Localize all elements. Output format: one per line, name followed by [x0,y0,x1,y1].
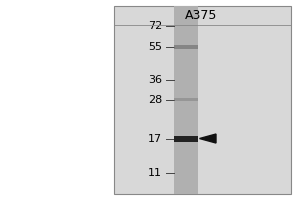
Text: 11: 11 [148,168,162,178]
Text: 28: 28 [148,95,162,105]
Text: 72: 72 [148,21,162,31]
Bar [174,6,198,194]
Text: 36: 36 [148,75,162,85]
Bar [174,136,198,142]
Polygon shape [200,134,216,143]
Text: A375: A375 [185,9,217,22]
Text: 17: 17 [148,134,162,144]
Bar [174,45,198,49]
Bar [114,6,291,194]
Bar [174,98,198,101]
Text: 55: 55 [148,42,162,52]
